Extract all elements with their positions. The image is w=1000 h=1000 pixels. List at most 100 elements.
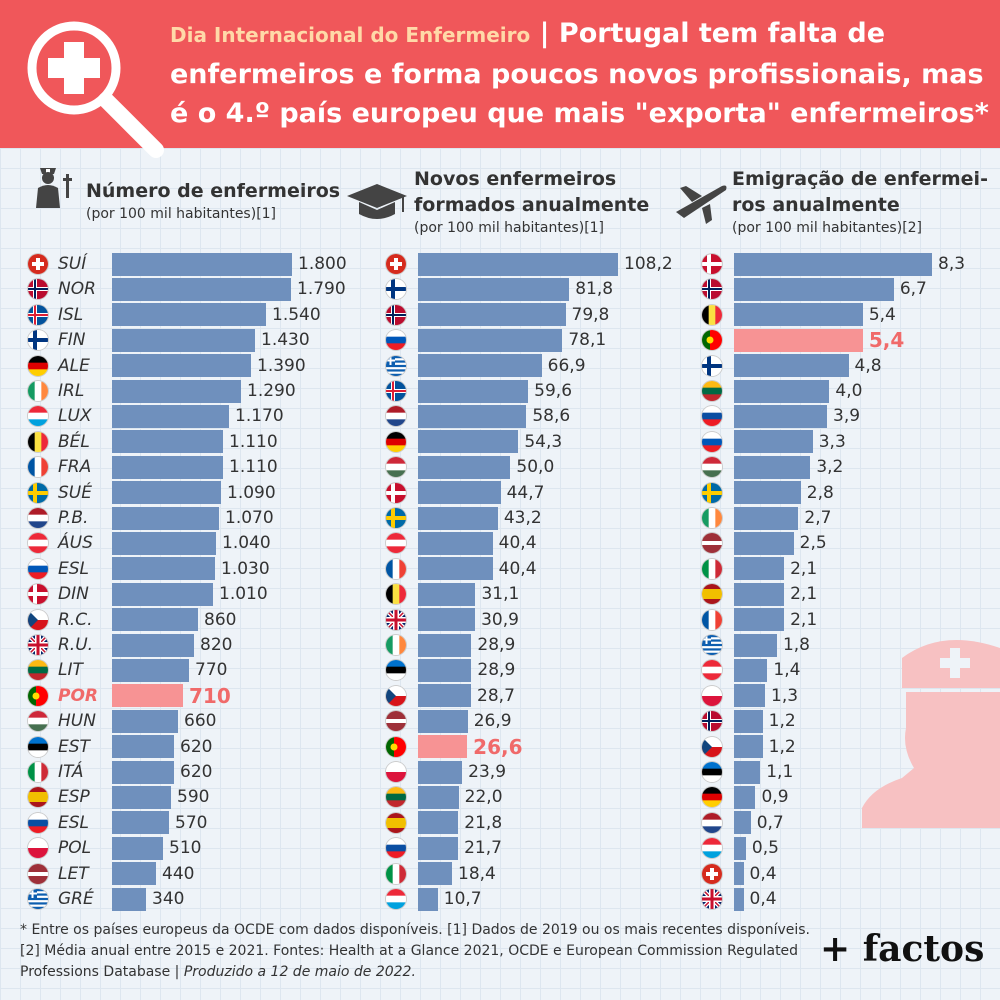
chart-1-bar [112, 430, 223, 454]
chart-2-bar [418, 303, 566, 327]
chart-3-value-label: 0,4 [749, 889, 777, 909]
chart-1-bar [112, 735, 174, 759]
column-3-title: Emigração de enfermei- ros anualmente (p… [732, 166, 994, 238]
chart-1-bar [112, 836, 163, 860]
chart-1-flag-pl [28, 838, 48, 859]
chart-1-category-label: LET [58, 863, 89, 884]
chart-2-flag-fi [386, 279, 406, 300]
chart-2-value-label: 23,9 [468, 762, 507, 782]
chart-3-value-label: 0,7 [756, 812, 784, 833]
chart-2-flag-hu [386, 457, 406, 478]
chart-3-value-label: 2,8 [806, 482, 834, 503]
chart-1-bar [112, 709, 178, 733]
chart-1-flag-is [28, 304, 48, 325]
chart-1-bar [112, 862, 156, 886]
chart-2-value-label: 40,4 [498, 533, 537, 554]
chart-2-flag-no [386, 304, 406, 325]
chart-1-category-label: ESP [58, 787, 90, 808]
chart-3-bar [734, 328, 863, 352]
chart-1-category-label: ITÁ [58, 762, 84, 782]
chart-3-flag-lu [702, 838, 722, 859]
chart-3-value-label: 5,4 [868, 304, 896, 325]
headline-title: Portugal tem falta de enfermeiros e form… [170, 18, 989, 129]
chart-1-value-label: 570 [175, 812, 208, 833]
chart-3-bar [734, 252, 932, 276]
chart-2-value-label: 26,6 [473, 734, 523, 759]
chart-1-category-label: LUX [58, 406, 92, 427]
chart-2-bar [418, 506, 498, 530]
chart-1-bar [112, 531, 216, 555]
chart-1-bar [112, 582, 213, 606]
chart-3-flag-cz [702, 736, 722, 757]
chart-1-flag-es [28, 787, 48, 808]
chart-3-value-label: 1,4 [773, 660, 801, 681]
chart-2-flag-pl [386, 762, 406, 782]
chart-3-value-label: 2,1 [790, 558, 818, 579]
chart-3-bar [734, 658, 768, 682]
chart-3-flag-hu [702, 457, 722, 478]
chart-2-flag-lt [386, 787, 406, 808]
magnifier-cross-icon [27, 21, 164, 158]
column-1-title: Número de enfermeiros (por 100 mil habit… [86, 178, 346, 224]
chart-3-bar [734, 887, 744, 911]
chart-2-bar [418, 277, 570, 301]
chart-3-value-label: 1,3 [771, 685, 799, 706]
chart-3-value-label: 4,8 [854, 355, 882, 376]
chart-2-value-label: 28,9 [477, 635, 516, 655]
column-2-heading: Novos enfermeiros formados anualmente [414, 168, 650, 216]
chart-2-value-label: 26,9 [473, 711, 512, 732]
chart-3-value-label: 3,9 [833, 406, 861, 427]
chart-1-value-label: 1.090 [227, 482, 276, 503]
chart-1-value-label: 820 [200, 635, 233, 655]
chart-1-bar [112, 379, 241, 403]
chart-2-bar [418, 760, 463, 784]
chart-2-bar [418, 531, 493, 555]
chart-3-value-label: 8,3 [938, 254, 966, 274]
chart-2-bar [418, 354, 542, 378]
chart-1-category-label: EST [58, 736, 90, 757]
chart-2-flag-is [386, 381, 406, 401]
chart-3-bar [734, 836, 746, 860]
chart-2-bar [418, 557, 493, 581]
chart-3-bar [734, 862, 744, 886]
chart-3-bar [734, 430, 813, 454]
chart-1-flag-be [28, 431, 48, 452]
chart-1-flag-se [28, 482, 48, 503]
chart-2-value-label: 44,7 [506, 482, 545, 503]
chart-3-bar [734, 785, 756, 809]
chart-2-flag-sk [386, 838, 406, 859]
chart-3-flag-ch [702, 863, 722, 884]
chart-1-category-label: R.C. [58, 609, 93, 630]
chart-1-bar [112, 658, 189, 682]
chart-3-flag-si [702, 431, 722, 452]
chart-1-bar [112, 760, 174, 784]
chart-3-flag-se [702, 482, 722, 503]
chart-1-flag-it [28, 762, 48, 782]
chart-1-bar [112, 328, 255, 352]
chart-3-bar [734, 735, 763, 759]
chart-1-category-label: R.U. [58, 635, 94, 655]
chart-3-value-label: 0,5 [751, 838, 779, 859]
chart-3-bar [734, 633, 777, 657]
chart-3-flag-pt [702, 330, 722, 351]
chart-2-value-label: 79,8 [571, 304, 610, 325]
chart-2-bar [418, 328, 563, 352]
chart-1-category-label: FIN [58, 330, 86, 351]
chart-3-bar [734, 455, 811, 479]
chart-3-flag-sk [702, 406, 722, 427]
chart-1-value-label: 1.800 [298, 254, 347, 274]
chart-3-flag-lt [702, 381, 722, 401]
chart-1-bar [112, 303, 266, 327]
chart-3-flag-ie [702, 508, 722, 528]
chart-3-flag-de [702, 787, 722, 808]
chart-1-category-label: ALE [58, 355, 90, 376]
chart-1-value-label: 1.430 [261, 330, 310, 351]
chart-1-bar [112, 277, 291, 301]
chart-2-value-label: 21,8 [464, 812, 503, 833]
chart-1-value-label: 1.110 [229, 457, 278, 478]
column-3-subtitle: (por 100 mil habitantes)[2] [732, 220, 923, 236]
brand-logo: + factos [820, 928, 985, 970]
chart-2-flag-gr [386, 355, 406, 376]
graduation-cap-icon [347, 184, 407, 219]
chart-1-flag-lv [28, 863, 48, 884]
